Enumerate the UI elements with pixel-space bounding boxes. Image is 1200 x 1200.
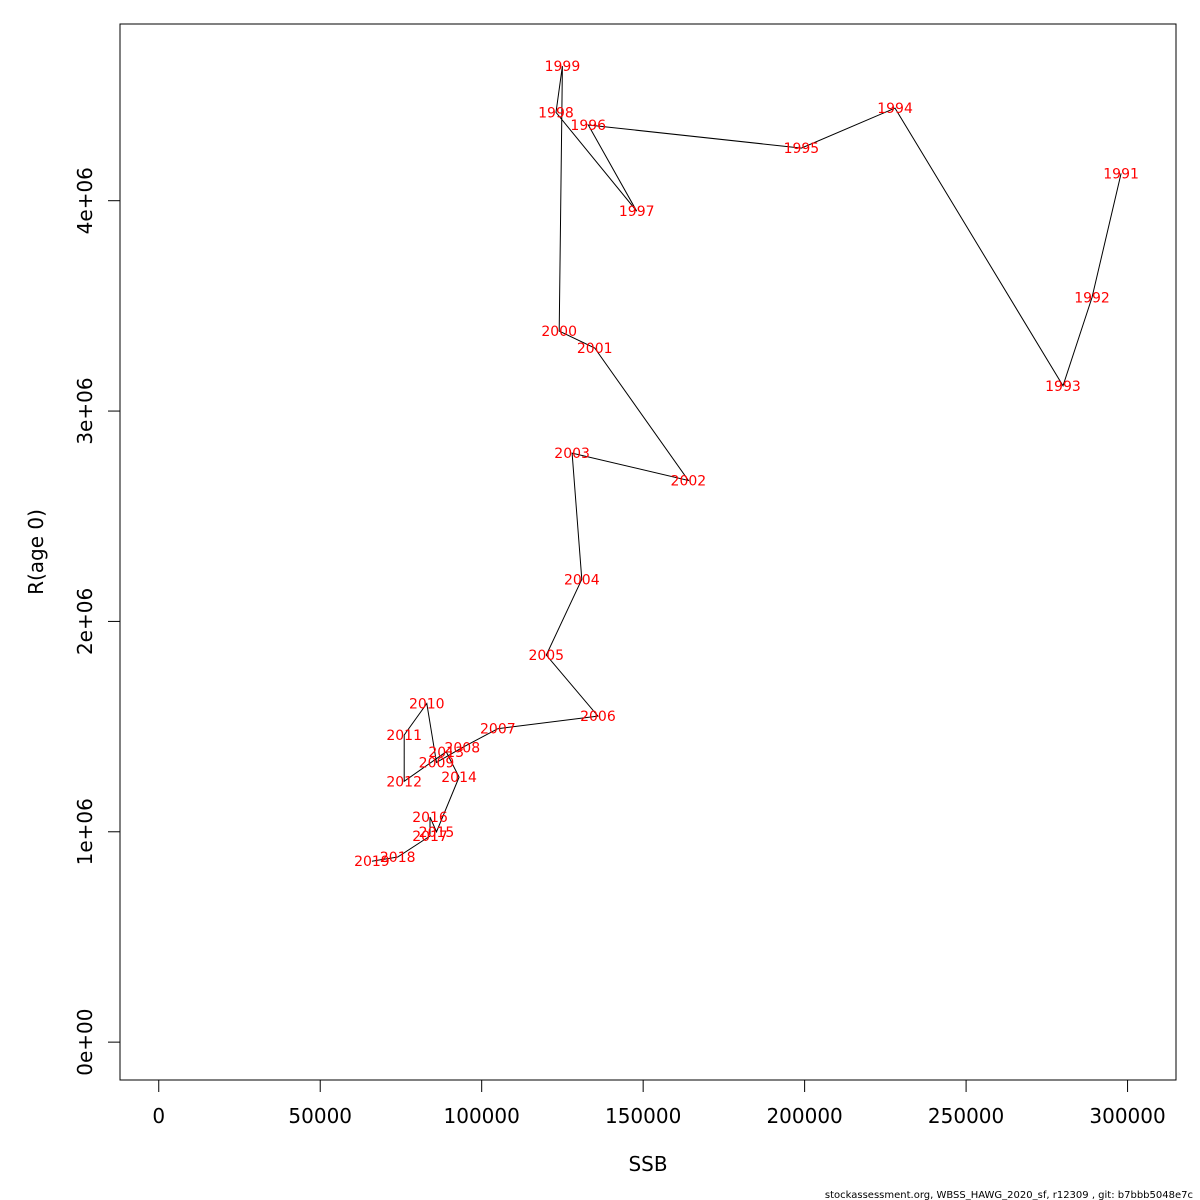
x-tick-label: 100000 (444, 1104, 520, 1128)
plot-frame (119, 23, 1177, 1081)
x-tick-label: 200000 (766, 1104, 842, 1128)
x-axis: 0 50000 100000 150000 200000 250000 300000 (152, 1079, 1166, 1128)
year-label: 2006 (580, 709, 616, 725)
year-label: 2000 (541, 324, 577, 340)
year-label: 2008 (444, 741, 480, 757)
y-axis: 0e+00 1e+06 2e+06 3e+06 4e+06 (73, 167, 121, 1076)
year-label: 2016 (412, 810, 448, 826)
year-label: 2014 (441, 770, 477, 786)
series-line (371, 66, 1122, 862)
x-tick-label: 250000 (928, 1104, 1004, 1128)
year-label: 1991 (1103, 166, 1139, 182)
x-axis-title: SSB (628, 1152, 667, 1176)
year-label: 2003 (554, 446, 590, 462)
year-label: 2001 (577, 341, 613, 357)
y-tick-label: 1e+06 (73, 798, 97, 865)
year-label: 2017 (412, 829, 448, 845)
year-label: 1999 (545, 59, 581, 75)
year-label: 2004 (564, 572, 600, 588)
point-labels: 1991 1992 1993 1994 1995 1996 1997 1998 1999 2000… (354, 59, 1139, 870)
sr-trajectory-line (371, 66, 1122, 862)
x-tick-label: 150000 (605, 1104, 681, 1128)
x-tick-label: 50000 (288, 1104, 352, 1128)
year-label: 1992 (1074, 290, 1110, 306)
x-tick-label: 0 (152, 1104, 165, 1128)
year-label: 2010 (409, 696, 445, 712)
y-tick-label: 2e+06 (73, 588, 97, 655)
y-tick-label: 0e+00 (73, 1009, 97, 1076)
year-label: 1998 (538, 105, 574, 121)
year-label: 1993 (1045, 379, 1081, 395)
year-label: 1997 (619, 204, 655, 220)
year-label: 2013 (428, 745, 464, 761)
year-label: 2011 (386, 728, 422, 744)
year-label: 1996 (570, 118, 606, 134)
year-label: 2007 (480, 722, 516, 738)
year-label: 2005 (528, 648, 564, 664)
year-label: 2019 (354, 854, 390, 870)
footer-credit: stockassessment.org, WBSS_HAWG_2020_sf, … (825, 1190, 1193, 1200)
year-label: 2002 (671, 473, 707, 489)
year-label: 2012 (386, 774, 422, 790)
year-label: 2015 (419, 825, 455, 841)
y-tick-label: 3e+06 (73, 377, 97, 444)
year-label: 2009 (419, 755, 455, 771)
y-axis-title: R(age 0) (24, 509, 48, 595)
x-tick-label: 300000 (1089, 1104, 1165, 1128)
year-label: 1995 (784, 141, 820, 157)
y-tick-label: 4e+06 (73, 167, 97, 234)
year-label: 2018 (380, 850, 416, 866)
year-label: 1994 (877, 101, 913, 117)
